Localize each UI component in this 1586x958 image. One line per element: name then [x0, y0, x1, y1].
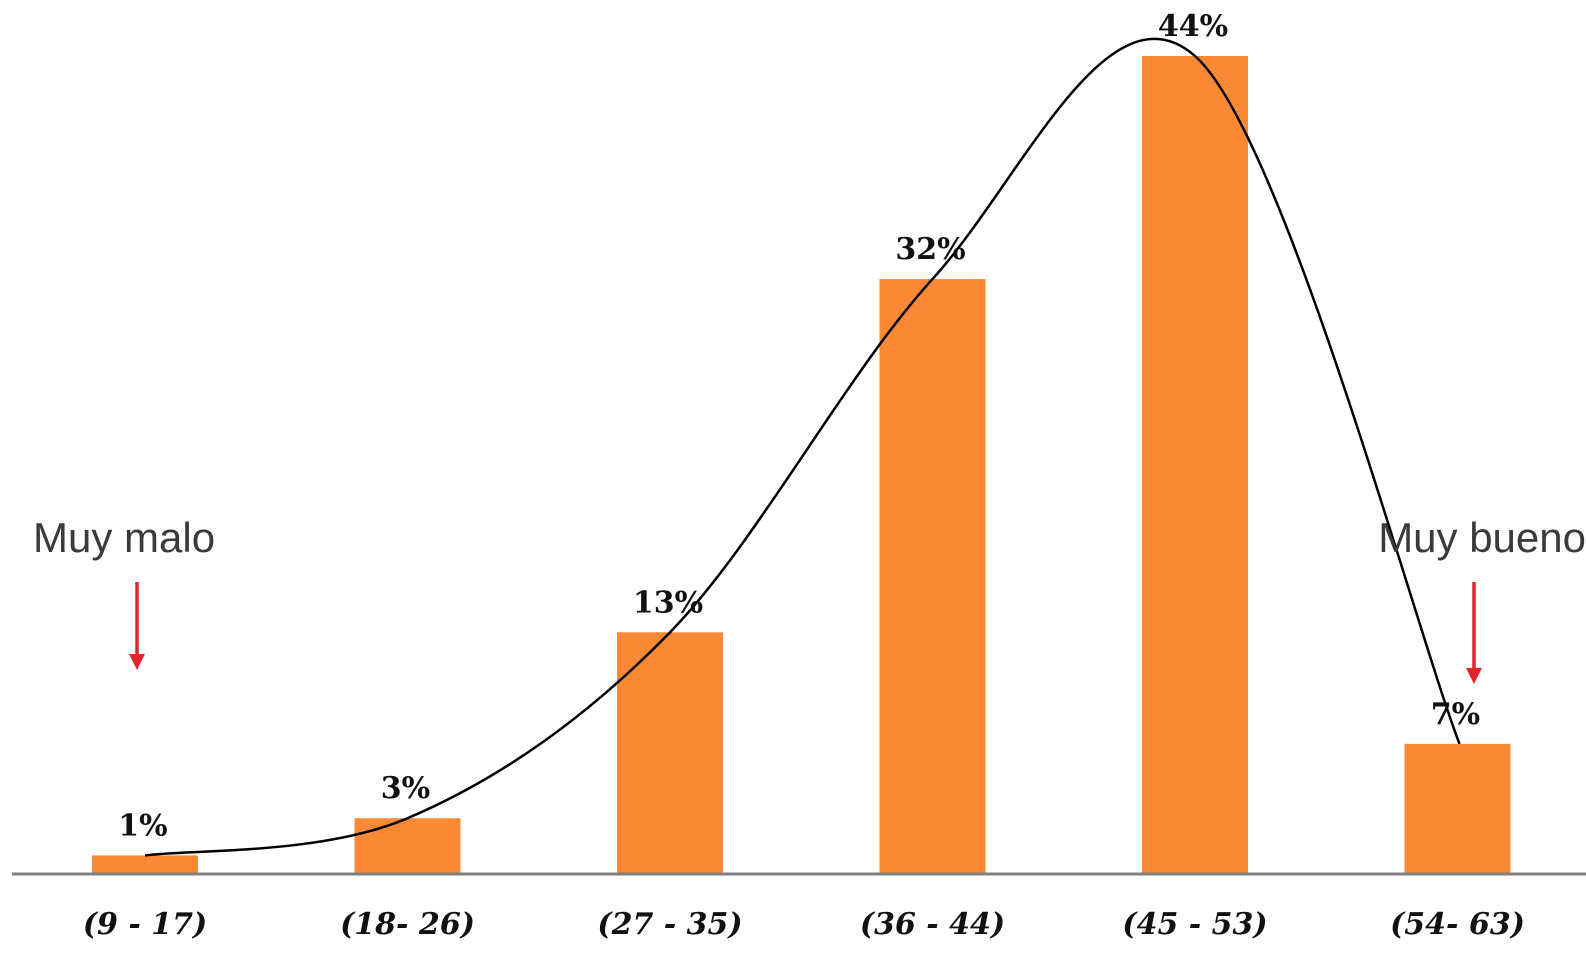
bar-6 — [1404, 743, 1511, 874]
value-label-2: 3% — [381, 771, 430, 806]
value-label-4: 32% — [895, 232, 965, 267]
value-label-5: 44% — [1158, 9, 1228, 44]
bars-group — [92, 56, 1511, 874]
value-label-1: 1% — [118, 808, 167, 843]
bar-3 — [617, 632, 723, 874]
annotation-label-1: Muy malo — [33, 514, 215, 561]
annotations-group: Muy malo Muy bueno — [33, 514, 1586, 684]
x-tick-label-6: (54- 63) — [1390, 907, 1525, 942]
x-tick-label-2: (18- 26) — [340, 907, 475, 942]
value-label-3: 13% — [633, 585, 703, 620]
annotation-arrow-head-2 — [1466, 668, 1482, 684]
x-tick-label-1: (9 - 17) — [83, 907, 207, 942]
x-tick-label-5: (45 - 53) — [1122, 907, 1267, 942]
bar-1 — [92, 855, 198, 874]
bar-5 — [1142, 56, 1248, 874]
x-tick-label-4: (36 - 44) — [860, 907, 1005, 942]
value-labels-group: 1% 3% 13% 32% 44% 7% — [118, 9, 1480, 843]
x-tick-labels-group: (9 - 17) (18- 26) (27 - 35) (36 - 44) (45 - … — [83, 907, 1525, 942]
bar-2 — [354, 818, 461, 874]
bar-4 — [879, 279, 986, 874]
trend-curve — [144, 37, 1461, 857]
x-tick-label-3: (27 - 35) — [597, 907, 742, 942]
value-label-6: 7% — [1431, 697, 1480, 732]
annotation-arrow-head-1 — [129, 654, 145, 670]
annotation-label-2: Muy bueno — [1378, 514, 1586, 561]
